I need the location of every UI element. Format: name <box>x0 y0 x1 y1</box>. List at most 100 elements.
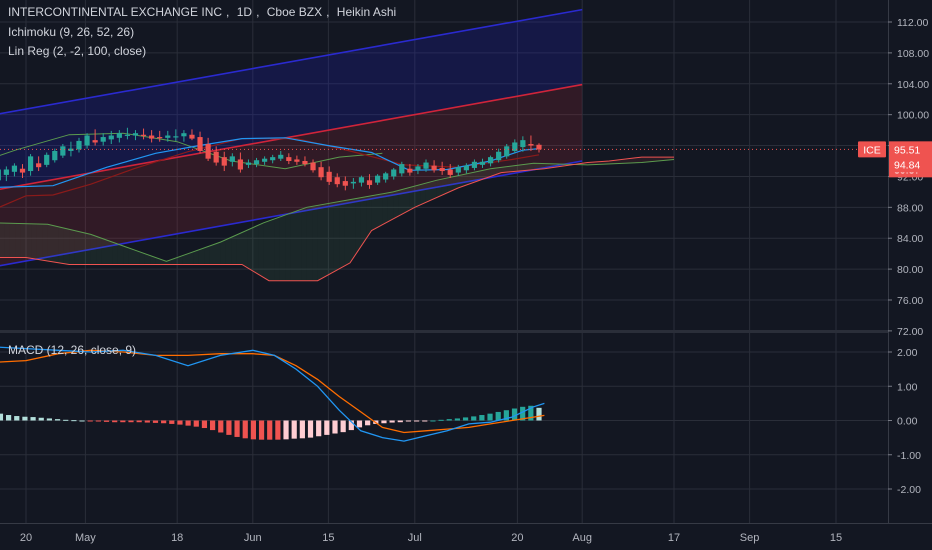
macd-histogram-bar[interactable] <box>128 420 134 423</box>
macd-histogram-bar[interactable] <box>95 420 101 422</box>
candle[interactable] <box>0 169 1 181</box>
macd-histogram-bar[interactable] <box>462 417 469 421</box>
candle[interactable] <box>27 156 34 172</box>
candle[interactable] <box>504 146 510 157</box>
candle[interactable] <box>528 144 534 146</box>
macd-histogram-bar[interactable] <box>454 418 460 421</box>
candle[interactable] <box>253 160 260 165</box>
candle[interactable] <box>487 157 494 164</box>
candle[interactable] <box>262 158 268 162</box>
candle[interactable] <box>52 150 58 161</box>
candle[interactable] <box>11 165 18 172</box>
macd-histogram-bar[interactable] <box>226 420 232 435</box>
candle[interactable] <box>165 135 171 138</box>
macd-histogram-bar[interactable] <box>71 420 77 422</box>
macd-histogram-bar[interactable] <box>446 419 452 421</box>
candle[interactable] <box>149 135 155 139</box>
macd-histogram-bar[interactable] <box>389 420 395 423</box>
ichimoku-span-a[interactable] <box>0 159 675 262</box>
macd-histogram-bar[interactable] <box>267 420 273 440</box>
macd-histogram-bar[interactable] <box>291 420 297 439</box>
macd-histogram-bar[interactable] <box>234 420 240 437</box>
candle[interactable] <box>302 161 308 165</box>
macd-histogram-bar[interactable] <box>63 419 69 421</box>
candle[interactable] <box>270 157 276 161</box>
macd-histogram-bar[interactable] <box>381 420 387 424</box>
candle[interactable] <box>84 135 90 146</box>
interval-label[interactable]: 1D <box>236 5 253 19</box>
macd-histogram-bar[interactable] <box>316 420 322 437</box>
candle[interactable] <box>447 169 453 175</box>
candle[interactable] <box>374 175 381 183</box>
macd-histogram-bar[interactable] <box>495 411 501 421</box>
linreg-lower-line[interactable] <box>0 160 583 301</box>
candle[interactable] <box>68 148 74 151</box>
macd-histogram-bar[interactable] <box>307 420 314 438</box>
candle[interactable] <box>76 140 82 150</box>
macd-histogram-bar[interactable] <box>6 415 12 421</box>
macd-histogram-bar[interactable] <box>348 420 354 431</box>
candle[interactable] <box>124 134 131 136</box>
ichimoku-span-b[interactable] <box>0 156 674 285</box>
candle[interactable] <box>536 144 542 150</box>
macd-histogram-bar[interactable] <box>144 420 150 423</box>
candle[interactable] <box>100 137 106 142</box>
macd-histogram-bar[interactable] <box>87 420 93 422</box>
candle[interactable] <box>237 159 243 170</box>
macd-histogram-bar[interactable] <box>22 416 28 421</box>
macd-histogram-bar[interactable] <box>242 420 248 439</box>
macd-histogram-bar[interactable] <box>356 420 363 428</box>
candle[interactable] <box>294 159 300 162</box>
macd-histogram-bar[interactable] <box>210 420 216 431</box>
macd-histogram-bar[interactable] <box>161 420 167 424</box>
macd-histogram-bar[interactable] <box>250 420 256 440</box>
macd-histogram-bar[interactable] <box>275 420 281 440</box>
linreg-upper-line[interactable] <box>0 8 583 149</box>
candle[interactable] <box>512 142 518 151</box>
linreg-middle-line[interactable] <box>0 83 583 225</box>
macd-histogram-bar[interactable] <box>30 417 36 421</box>
candle[interactable] <box>350 181 356 184</box>
symbol-name[interactable]: INTERCONTINENTAL EXCHANGE INC <box>8 5 223 19</box>
macd-histogram-bar[interactable] <box>112 420 118 423</box>
macd-histogram-bar[interactable] <box>536 407 542 421</box>
macd-histogram-bar[interactable] <box>487 413 493 421</box>
candle[interactable] <box>286 157 292 161</box>
macd-histogram-bar[interactable] <box>218 420 224 433</box>
macd-histogram-bar[interactable] <box>169 420 175 424</box>
macd-histogram-bar[interactable] <box>46 418 52 421</box>
macd-histogram-bar[interactable] <box>14 416 20 421</box>
macd-histogram-bar[interactable] <box>177 420 183 425</box>
macd-histogram-bar[interactable] <box>365 420 371 426</box>
candle[interactable] <box>520 140 526 148</box>
macd-histogram-bar[interactable] <box>430 420 436 422</box>
candle[interactable] <box>19 168 26 173</box>
candle[interactable] <box>278 154 284 159</box>
macd-histogram-bar[interactable] <box>0 413 4 421</box>
macd-histogram-bar[interactable] <box>479 415 485 421</box>
candle[interactable] <box>496 151 502 161</box>
macd-histogram-bar[interactable] <box>103 420 110 422</box>
candle[interactable] <box>479 161 486 165</box>
candle[interactable] <box>213 151 219 163</box>
macd-histogram-bar[interactable] <box>422 420 428 422</box>
candle[interactable] <box>173 136 179 138</box>
macd-histogram-bar[interactable] <box>54 419 61 421</box>
candle[interactable] <box>455 167 461 173</box>
macd-histogram-bar[interactable] <box>324 420 330 435</box>
candle[interactable] <box>407 168 413 173</box>
macd-histogram-bar[interactable] <box>332 420 338 434</box>
candle[interactable] <box>318 167 324 178</box>
macd-histogram-bar[interactable] <box>405 420 412 422</box>
candle[interactable] <box>245 162 252 165</box>
macd-histogram-bar[interactable] <box>528 405 534 421</box>
candle[interactable] <box>229 156 235 162</box>
chart-style-label[interactable]: Heikin Ashi <box>336 5 397 19</box>
candle[interactable] <box>36 163 42 168</box>
macd-histogram-bar[interactable] <box>340 420 346 433</box>
macd-histogram-bar[interactable] <box>299 420 305 439</box>
ticker-tag[interactable] <box>858 141 886 158</box>
macd-histogram-bar[interactable] <box>201 420 208 429</box>
macd-histogram-bar[interactable] <box>511 408 518 421</box>
candle[interactable] <box>189 134 195 139</box>
